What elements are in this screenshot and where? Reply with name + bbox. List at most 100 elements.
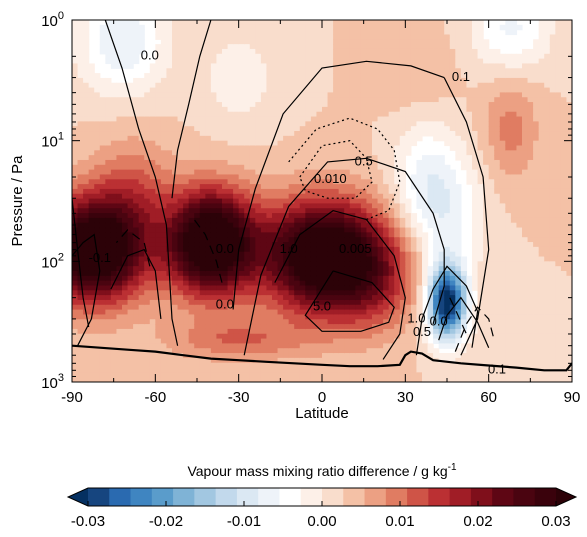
heatmap-cell — [383, 304, 390, 311]
heatmap-cell — [433, 256, 440, 262]
heatmap-cell — [166, 256, 173, 262]
heatmap-cell — [394, 29, 401, 36]
heatmap-cell — [216, 193, 223, 200]
heatmap-cell — [266, 348, 273, 354]
heatmap-cell — [94, 217, 101, 224]
heatmap-cell — [405, 198, 412, 205]
heatmap-cell — [194, 362, 201, 369]
heatmap-cell — [288, 324, 295, 330]
heatmap-cell — [144, 314, 151, 320]
heatmap-cell — [422, 377, 429, 382]
heatmap-cell — [377, 126, 384, 132]
heatmap-cell — [427, 217, 434, 224]
heatmap-cell — [127, 188, 134, 195]
heatmap-cell — [305, 203, 312, 209]
heatmap-cell — [366, 246, 373, 253]
heatmap-cell — [405, 92, 412, 98]
heatmap-cell — [333, 319, 340, 325]
heatmap-cell — [188, 159, 195, 166]
heatmap-cell — [427, 34, 434, 40]
heatmap-cell — [177, 362, 184, 369]
heatmap-cell — [172, 353, 179, 359]
heatmap-cell — [260, 299, 268, 306]
heatmap-cell — [433, 29, 440, 36]
heatmap-cell — [360, 77, 368, 84]
heatmap-cell — [394, 24, 401, 31]
heatmap-cell — [138, 232, 145, 238]
heatmap-cell — [399, 304, 406, 311]
heatmap-cell — [288, 261, 295, 267]
heatmap-cell — [144, 213, 151, 219]
heatmap-cell — [94, 309, 101, 316]
heatmap-cell — [122, 353, 129, 359]
heatmap-cell — [377, 63, 384, 69]
heatmap-cell — [344, 213, 351, 219]
heatmap-cell — [327, 222, 334, 229]
heatmap-cell — [205, 179, 212, 185]
heatmap-cell — [394, 213, 401, 219]
heatmap-cell — [222, 164, 229, 171]
heatmap-cell — [155, 48, 162, 55]
heatmap-cell — [260, 290, 268, 296]
heatmap-cell — [338, 309, 345, 316]
heatmap-cell — [422, 372, 429, 378]
heatmap-cell — [272, 299, 279, 306]
heatmap-cell — [388, 193, 395, 200]
heatmap-cell — [377, 372, 384, 378]
heatmap-cell — [172, 290, 179, 296]
heatmap-cell — [310, 39, 318, 45]
heatmap-cell — [266, 150, 273, 156]
heatmap-cell — [333, 213, 340, 219]
heatmap-cell — [366, 155, 373, 161]
heatmap-cell — [322, 77, 329, 84]
heatmap-cell — [188, 184, 195, 190]
heatmap-cell — [227, 367, 234, 373]
heatmap-cell — [316, 338, 323, 344]
heatmap-cell — [272, 348, 279, 354]
heatmap-cell — [399, 92, 406, 98]
heatmap-cell — [427, 77, 434, 84]
heatmap-cell — [205, 53, 212, 60]
heatmap-cell — [349, 39, 356, 45]
heatmap-cell — [283, 203, 290, 209]
heatmap-cell — [188, 290, 195, 296]
heatmap-cell — [72, 319, 79, 325]
heatmap-cell — [260, 116, 268, 122]
heatmap-cell — [127, 333, 134, 340]
heatmap-cell — [122, 251, 129, 258]
heatmap-cell — [166, 208, 173, 214]
heatmap-cell — [288, 121, 295, 127]
heatmap-cell — [355, 208, 362, 214]
heatmap-cell — [272, 184, 279, 190]
heatmap-cell — [72, 208, 79, 214]
heatmap-cell — [288, 280, 295, 287]
heatmap-cell — [244, 131, 251, 137]
heatmap-cell — [388, 348, 395, 354]
heatmap-cell — [222, 87, 229, 93]
heatmap-cell — [144, 140, 151, 147]
heatmap-cell — [305, 106, 312, 113]
heatmap-cell — [272, 135, 279, 142]
heatmap-cell — [266, 39, 273, 45]
heatmap-cell — [333, 227, 340, 233]
heatmap-cell — [360, 295, 368, 301]
heatmap-cell — [377, 155, 384, 161]
heatmap-cell — [433, 159, 440, 166]
heatmap-cell — [344, 242, 351, 248]
heatmap-cell — [294, 217, 301, 224]
heatmap-cell — [266, 29, 273, 36]
heatmap-cell — [172, 58, 179, 65]
heatmap-cell — [305, 319, 312, 325]
heatmap-cell — [272, 242, 279, 248]
heatmap-cell — [277, 121, 284, 127]
heatmap-cell — [222, 222, 229, 229]
heatmap-cell — [316, 145, 323, 151]
heatmap-cell — [233, 73, 240, 79]
heatmap-cell — [205, 116, 212, 122]
heatmap-cell — [377, 227, 384, 233]
heatmap-cell — [266, 338, 273, 344]
heatmap-cell — [155, 20, 162, 26]
heatmap-cell — [199, 174, 206, 180]
heatmap-cell — [310, 324, 318, 330]
heatmap-cell — [216, 135, 223, 142]
